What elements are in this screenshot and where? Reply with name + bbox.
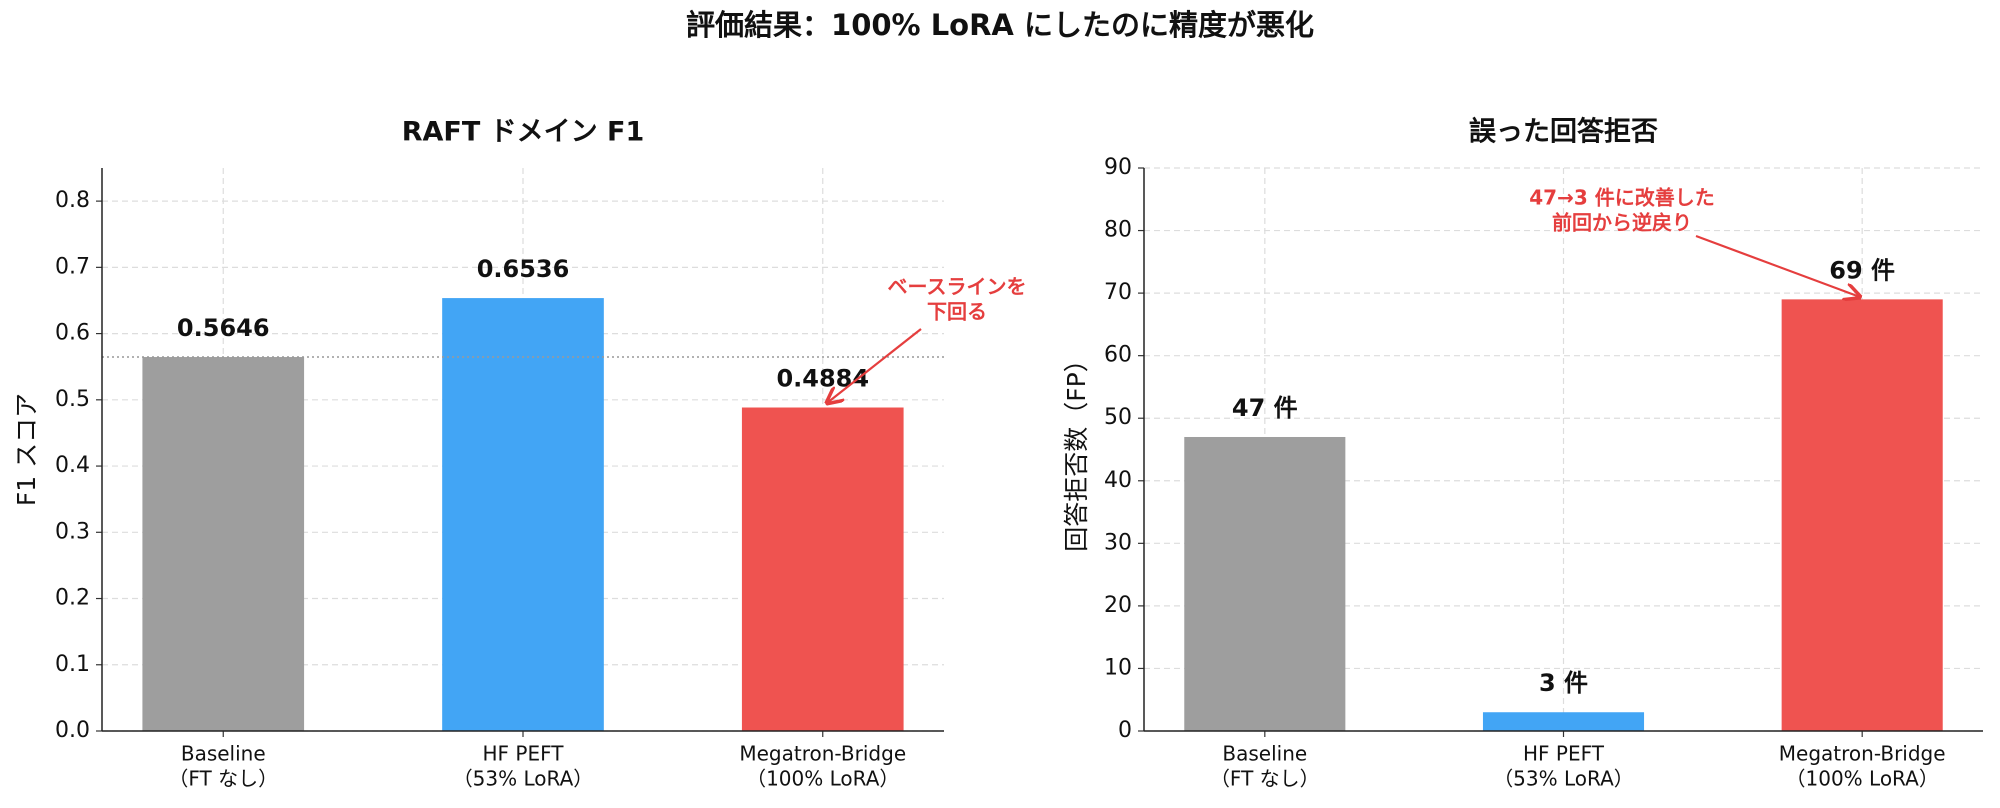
- annotation-arrow: [827, 328, 922, 403]
- y-tick-label: 0.8: [55, 188, 90, 213]
- value-label: 47 件: [1232, 394, 1298, 422]
- value-label: 0.4884: [776, 365, 869, 393]
- bar: [1781, 299, 1943, 731]
- bar: [1482, 712, 1645, 731]
- figure-title: 評価結果：100% LoRA にしたのに精度が悪化: [686, 8, 1314, 42]
- x-tick-label: HF PEFT: [483, 742, 565, 766]
- x-tick-label: （100% LoRA）: [1786, 767, 1939, 791]
- x-tick-label: HF PEFT: [1523, 742, 1605, 766]
- y-tick-label: 90: [1104, 155, 1132, 180]
- value-label: 0.6536: [477, 255, 570, 283]
- y-tick-label: 0.4: [55, 453, 90, 478]
- y-tick-label: 20: [1104, 593, 1132, 618]
- x-tick-label: Megatron-Bridge: [1779, 742, 1946, 766]
- x-tick-label: （FT なし）: [168, 767, 278, 791]
- y-tick-label: 60: [1104, 343, 1132, 368]
- x-tick-label: Baseline: [181, 742, 266, 766]
- y-tick-label: 0.6: [55, 321, 90, 346]
- annotation-text: 下回る: [927, 300, 987, 324]
- y-axis-label: F1 スコア: [12, 393, 41, 506]
- x-tick-label: （100% LoRA）: [746, 767, 899, 791]
- annotation-text: ベースラインを: [888, 275, 1027, 299]
- x-tick-label: Megatron-Bridge: [739, 742, 906, 766]
- y-tick-label: 30: [1104, 530, 1132, 555]
- value-label: 0.5646: [177, 314, 270, 342]
- bar: [442, 298, 604, 731]
- bar: [741, 407, 904, 731]
- y-tick-label: 0: [1118, 718, 1132, 743]
- y-axis-label: 回答拒否数（FP）: [1062, 347, 1091, 551]
- bar: [142, 357, 305, 731]
- y-tick-label: 10: [1104, 655, 1132, 680]
- y-tick-label: 0.2: [55, 586, 90, 611]
- x-tick-label: （53% LoRA）: [1493, 767, 1634, 791]
- annotation-text: 47→3 件に改善した: [1529, 186, 1714, 210]
- x-tick-label: （FT なし）: [1210, 767, 1320, 791]
- chart-title: RAFT ドメイン F1: [402, 117, 645, 148]
- y-tick-label: 80: [1104, 218, 1132, 243]
- y-tick-label: 0.7: [55, 254, 90, 279]
- annotation-arrow: [1695, 234, 1860, 297]
- chart-title: 誤った回答拒否: [1469, 116, 1658, 148]
- y-tick-label: 70: [1104, 280, 1132, 305]
- x-tick-label: （53% LoRA）: [453, 767, 594, 791]
- x-tick-label: Baseline: [1222, 742, 1307, 766]
- y-tick-label: 0.1: [55, 652, 90, 677]
- value-label: 3 件: [1539, 669, 1588, 697]
- y-tick-label: 40: [1104, 468, 1132, 493]
- y-tick-label: 0.5: [55, 387, 90, 412]
- annotation-text: 前回から逆戻り: [1552, 211, 1692, 235]
- value-label: 69 件: [1829, 256, 1895, 284]
- y-tick-label: 0.3: [55, 519, 90, 544]
- y-tick-label: 0.0: [55, 718, 90, 743]
- y-tick-label: 50: [1104, 405, 1132, 430]
- bar: [1184, 436, 1346, 731]
